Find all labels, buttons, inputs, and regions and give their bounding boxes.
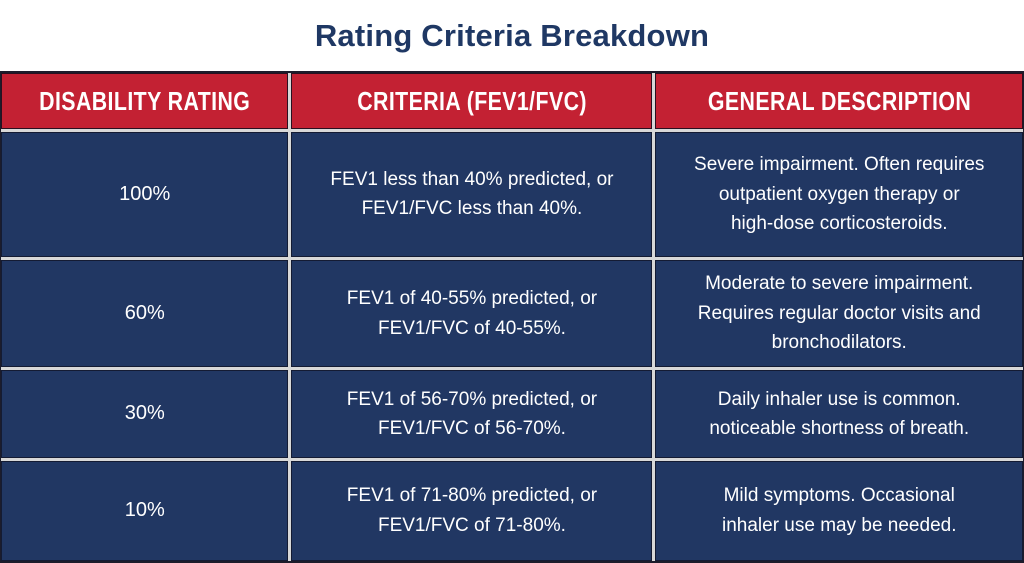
table-row-3-description-cell: Daily inhaler use is common. noticeable … — [655, 370, 1023, 458]
criteria-text: FEV1 of 56-70% predicted, or FEV1/FVC of… — [346, 388, 598, 439]
table-row-4-description-cell: Mild symptoms. Occasional inhaler use ma… — [655, 460, 1023, 561]
table-row-1-criteria-cell: FEV1 less than 40% predicted, or FEV1/FV… — [291, 132, 653, 257]
table-row-2-description-cell: Moderate to severe impairment. Requires … — [655, 259, 1023, 368]
table-row-2-criteria-cell: FEV1 of 40-55% predicted, or FEV1/FVC of… — [291, 259, 653, 368]
description-text: Mild symptoms. Occasional inhaler use ma… — [721, 485, 957, 536]
table-row-2-rating-cell: 60% — [1, 259, 289, 368]
rating-value: 60% — [124, 302, 165, 325]
table-row-3-rating-cell: 30% — [1, 370, 289, 458]
header-label: CRITERIA (FEV1/FVC) — [357, 85, 587, 116]
table-row-4-rating-cell: 10% — [1, 460, 289, 561]
header-cell-criteria: CRITERIA (FEV1/FVC) — [291, 73, 653, 129]
criteria-text: FEV1 of 40-55% predicted, or FEV1/FVC of… — [346, 288, 598, 339]
table-row-1-description-cell: Severe impairment. Often requires outpat… — [655, 132, 1023, 257]
header-cell-disability-rating: DISABILITY RATING — [1, 73, 289, 129]
description-text: Moderate to severe impairment. Requires … — [697, 273, 981, 354]
rating-value: 100% — [119, 182, 171, 205]
header-label: DISABILITY RATING — [39, 85, 251, 116]
rating-value: 30% — [124, 402, 165, 425]
title-bar: Rating Criteria Breakdown — [0, 0, 1024, 71]
page-title: Rating Criteria Breakdown — [314, 17, 710, 53]
table-row-1-rating-cell: 100% — [1, 132, 289, 257]
rating-value: 10% — [124, 499, 165, 522]
table-row-3-criteria-cell: FEV1 of 56-70% predicted, or FEV1/FVC of… — [291, 370, 653, 458]
table-row-4-criteria-cell: FEV1 of 71-80% predicted, or FEV1/FVC of… — [291, 460, 653, 561]
header-cell-general-description: GENERAL DESCRIPTION — [655, 73, 1023, 129]
criteria-text: FEV1 less than 40% predicted, or FEV1/FV… — [330, 168, 614, 220]
header-label: GENERAL DESCRIPTION — [707, 85, 971, 116]
rating-criteria-table: DISABILITY RATING CRITERIA (FEV1/FVC) GE… — [0, 71, 1024, 563]
criteria-text: FEV1 of 71-80% predicted, or FEV1/FVC of… — [346, 485, 598, 536]
description-text: Severe impairment. Often requires outpat… — [694, 154, 985, 235]
description-text: Daily inhaler use is common. noticeable … — [709, 388, 970, 439]
